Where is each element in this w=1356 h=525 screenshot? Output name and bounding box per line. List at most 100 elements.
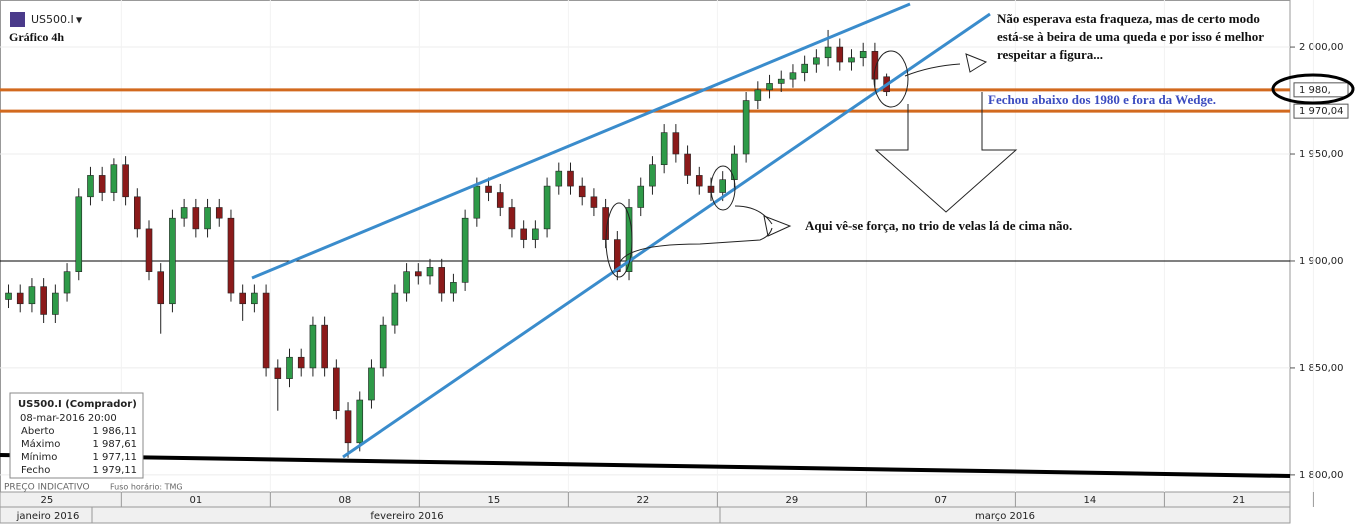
candle-body <box>473 185 481 219</box>
candle-body <box>567 170 574 187</box>
candle-body <box>192 207 200 230</box>
x-tick-label: 25 <box>40 495 53 506</box>
info-label: Mínimo <box>21 451 57 463</box>
candle-body <box>227 217 235 294</box>
symbol-icon <box>10 12 25 27</box>
month-label: janeiro 2016 <box>16 511 80 522</box>
info-title: US500.I (Comprador) <box>18 399 137 410</box>
candle-body <box>379 324 387 369</box>
candle-body <box>414 271 422 277</box>
candle-body <box>461 217 469 283</box>
candle-body <box>98 175 106 193</box>
annotation: Fechou abaixo dos 1980 e fora da Wedge. <box>988 92 1216 107</box>
candle-body <box>508 207 516 230</box>
candle-body <box>180 207 188 219</box>
info-label: Máximo <box>21 438 60 450</box>
info-box: US500.I (Comprador) 08-mar-2016 20:00 Ab… <box>9 392 144 479</box>
price-label: 1 980, <box>1299 85 1331 96</box>
candle-body <box>555 170 563 187</box>
symbol: US500.I <box>31 13 74 26</box>
candle-body <box>5 292 12 300</box>
price-label: 1 970,04 <box>1299 106 1344 117</box>
info-value: 1 979,11 <box>92 465 137 476</box>
candle-body <box>215 207 223 219</box>
info-label: Aberto <box>21 426 55 437</box>
candle-body <box>28 286 36 305</box>
candle-body <box>496 192 504 208</box>
arrow-head <box>965 53 988 73</box>
price-label-box <box>1293 82 1349 98</box>
candle-body <box>309 324 317 369</box>
candle-body <box>719 179 726 193</box>
candle-body <box>848 57 855 63</box>
candle-body <box>75 196 83 272</box>
candle-body <box>204 207 211 230</box>
candle-body <box>836 46 844 63</box>
candle-body <box>824 46 832 59</box>
candle-body <box>239 292 246 305</box>
wedge-lower <box>342 12 991 459</box>
info-value: 1 977,11 <box>92 452 137 463</box>
candle-body <box>157 271 165 305</box>
candle-body <box>368 367 375 401</box>
y-tick-label: 1 850,00 <box>1299 363 1344 374</box>
chart-label: Gráfico 4h <box>9 30 64 44</box>
candle-body <box>426 267 434 277</box>
info-box-frame <box>9 392 144 479</box>
candle-body <box>871 51 879 80</box>
candle-body <box>520 228 527 240</box>
candle-body <box>789 72 797 80</box>
candle-body <box>660 132 668 166</box>
candle-body <box>297 356 305 369</box>
annotation: Aqui vê-se força, no trio de velas lá de… <box>805 218 1072 233</box>
x-tick-label: 22 <box>637 495 650 506</box>
timezone: Fuso horário: TMG <box>110 483 183 492</box>
candle-body <box>87 175 94 198</box>
down-arrow <box>874 92 1018 213</box>
y-tick-label: 1 950,00 <box>1299 149 1344 160</box>
arrow-head <box>763 215 792 237</box>
info-date: 08-mar-2016 20:00 <box>20 413 117 424</box>
candle-body <box>695 175 703 187</box>
month-label: fevereiro 2016 <box>370 511 443 522</box>
y-tick-label: 1 800,00 <box>1299 470 1344 481</box>
candle-body <box>145 228 153 272</box>
y-tick-label: 2 000,00 <box>1299 42 1344 53</box>
candle-body <box>274 367 282 379</box>
candle-body <box>813 57 820 65</box>
ellipse <box>873 50 909 108</box>
candle-body <box>403 271 410 294</box>
ellipse <box>605 202 633 278</box>
info-value: 1 986,11 <box>92 426 137 437</box>
annotation: está-se à beira de uma queda e por isso … <box>997 29 1264 44</box>
candle-body <box>801 63 808 74</box>
ellipse <box>1271 73 1355 105</box>
candle-body <box>356 399 364 444</box>
candle-body <box>40 286 47 315</box>
candle-body <box>614 239 621 272</box>
x-tick-label: 29 <box>786 495 799 506</box>
y-tick-label: 1 900,00 <box>1299 256 1344 267</box>
x-tick-label: 07 <box>935 495 948 506</box>
candle-body <box>52 292 59 315</box>
candle-body <box>672 132 680 155</box>
candle-body <box>438 267 446 294</box>
candle-body <box>262 292 270 369</box>
x-tick-label: 08 <box>338 495 351 506</box>
candle-body <box>649 164 656 187</box>
candle-body <box>169 217 176 305</box>
dropdown[interactable]: ▼ <box>76 16 83 25</box>
candle-body <box>684 153 691 176</box>
x-tick-label: 21 <box>1233 495 1246 506</box>
arrow <box>904 63 961 77</box>
candle-body <box>110 164 118 193</box>
info-value: 1 987,61 <box>92 439 137 450</box>
candle-body <box>286 356 293 379</box>
candle-body <box>543 185 551 230</box>
candle-body <box>391 292 399 326</box>
candle-body <box>63 271 71 294</box>
month-band <box>0 506 1291 524</box>
price-note: PREÇO INDICATIVO <box>4 483 90 493</box>
support-line <box>0 453 1291 478</box>
